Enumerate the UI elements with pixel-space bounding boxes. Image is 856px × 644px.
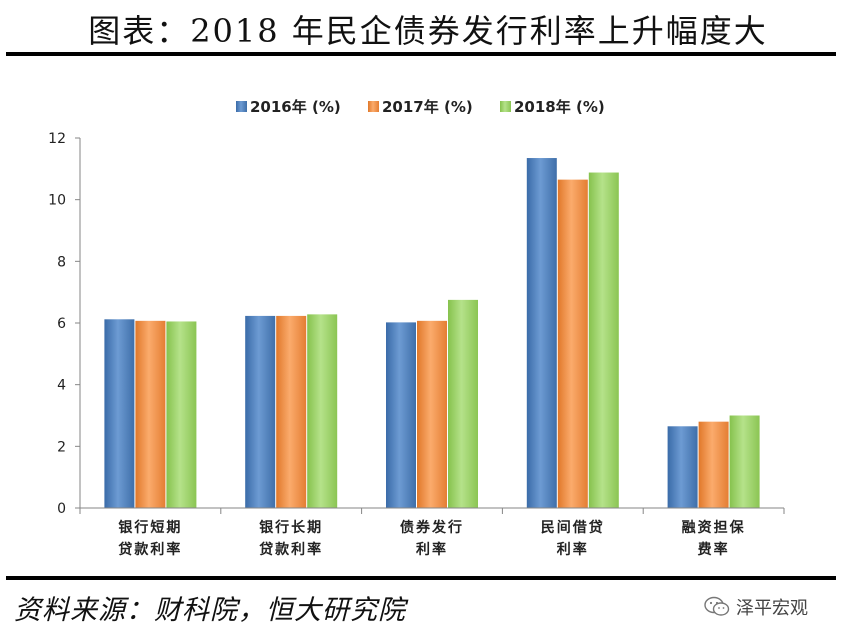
bar-2017-cat4: [698, 421, 729, 508]
watermark: 泽平宏观: [704, 594, 808, 620]
x-tick-label: 债券发行: [400, 519, 464, 536]
bar-2018-cat1: [307, 314, 338, 508]
legend: 2016年 (%) 2017年 (%) 2018年 (%): [236, 98, 605, 116]
bar-2018-cat3: [588, 172, 619, 508]
y-tick-label: 12: [48, 131, 66, 147]
y-tick-label: 0: [57, 501, 66, 517]
bar-2016-cat2: [386, 322, 416, 508]
x-tick-label: 融资担保: [682, 519, 746, 536]
chart-title: 图表：2018 年民企债券发行利率上升幅度大: [88, 12, 768, 50]
x-tick-label: 贷款利率: [118, 541, 182, 558]
x-tick-label: 费率: [698, 541, 730, 558]
y-tick-label: 10: [48, 193, 66, 209]
y-tick-label: 2: [57, 439, 66, 455]
bar-2016-cat1: [245, 315, 276, 508]
bar-2018-cat0: [166, 321, 197, 508]
legend-label: 2018年 (%): [514, 98, 605, 116]
legend-swatch: [500, 101, 511, 112]
x-tick-label: 银行长期: [259, 519, 323, 536]
bar-chart: 2016年 (%) 2017年 (%) 2018年 (%) 0 2 4 6 8 10 12 银行…: [48, 98, 785, 558]
x-tick-label: 贷款利率: [259, 541, 323, 558]
title-divider: [6, 52, 836, 56]
bar-2018-cat4: [729, 415, 760, 508]
bar-2017-cat3: [557, 179, 588, 508]
x-tick-label: 利率: [557, 541, 589, 558]
bar-2017-cat0: [135, 320, 166, 508]
y-tick-label: 4: [57, 378, 66, 394]
legend-swatch: [236, 101, 247, 112]
bar-2016-cat3: [526, 158, 557, 508]
bar-2018-cat2: [448, 299, 478, 508]
y-tick-label: 6: [57, 316, 66, 332]
y-axis: 0 2 4 6 8 10 12: [48, 131, 81, 517]
wechat-icon: [704, 596, 730, 616]
bars: [104, 158, 760, 508]
y-tick-label: 8: [57, 254, 66, 270]
bar-2016-cat4: [667, 426, 698, 508]
bar-2017-cat2: [417, 320, 447, 508]
legend-label: 2017年 (%): [382, 98, 473, 116]
legend-swatch: [368, 101, 379, 112]
bar-2016-cat0: [104, 319, 135, 508]
watermark-text: 泽平宏观: [736, 598, 808, 619]
source-note: 资料来源：财科院，恒大研究院: [14, 595, 406, 626]
legend-label: 2016年 (%): [250, 98, 341, 116]
x-tick-label: 民间借贷: [541, 519, 605, 536]
footer-divider: [6, 576, 836, 580]
x-tick-label: 银行短期: [118, 519, 182, 536]
x-tick-label: 利率: [416, 541, 448, 558]
bar-2017-cat1: [276, 315, 307, 508]
